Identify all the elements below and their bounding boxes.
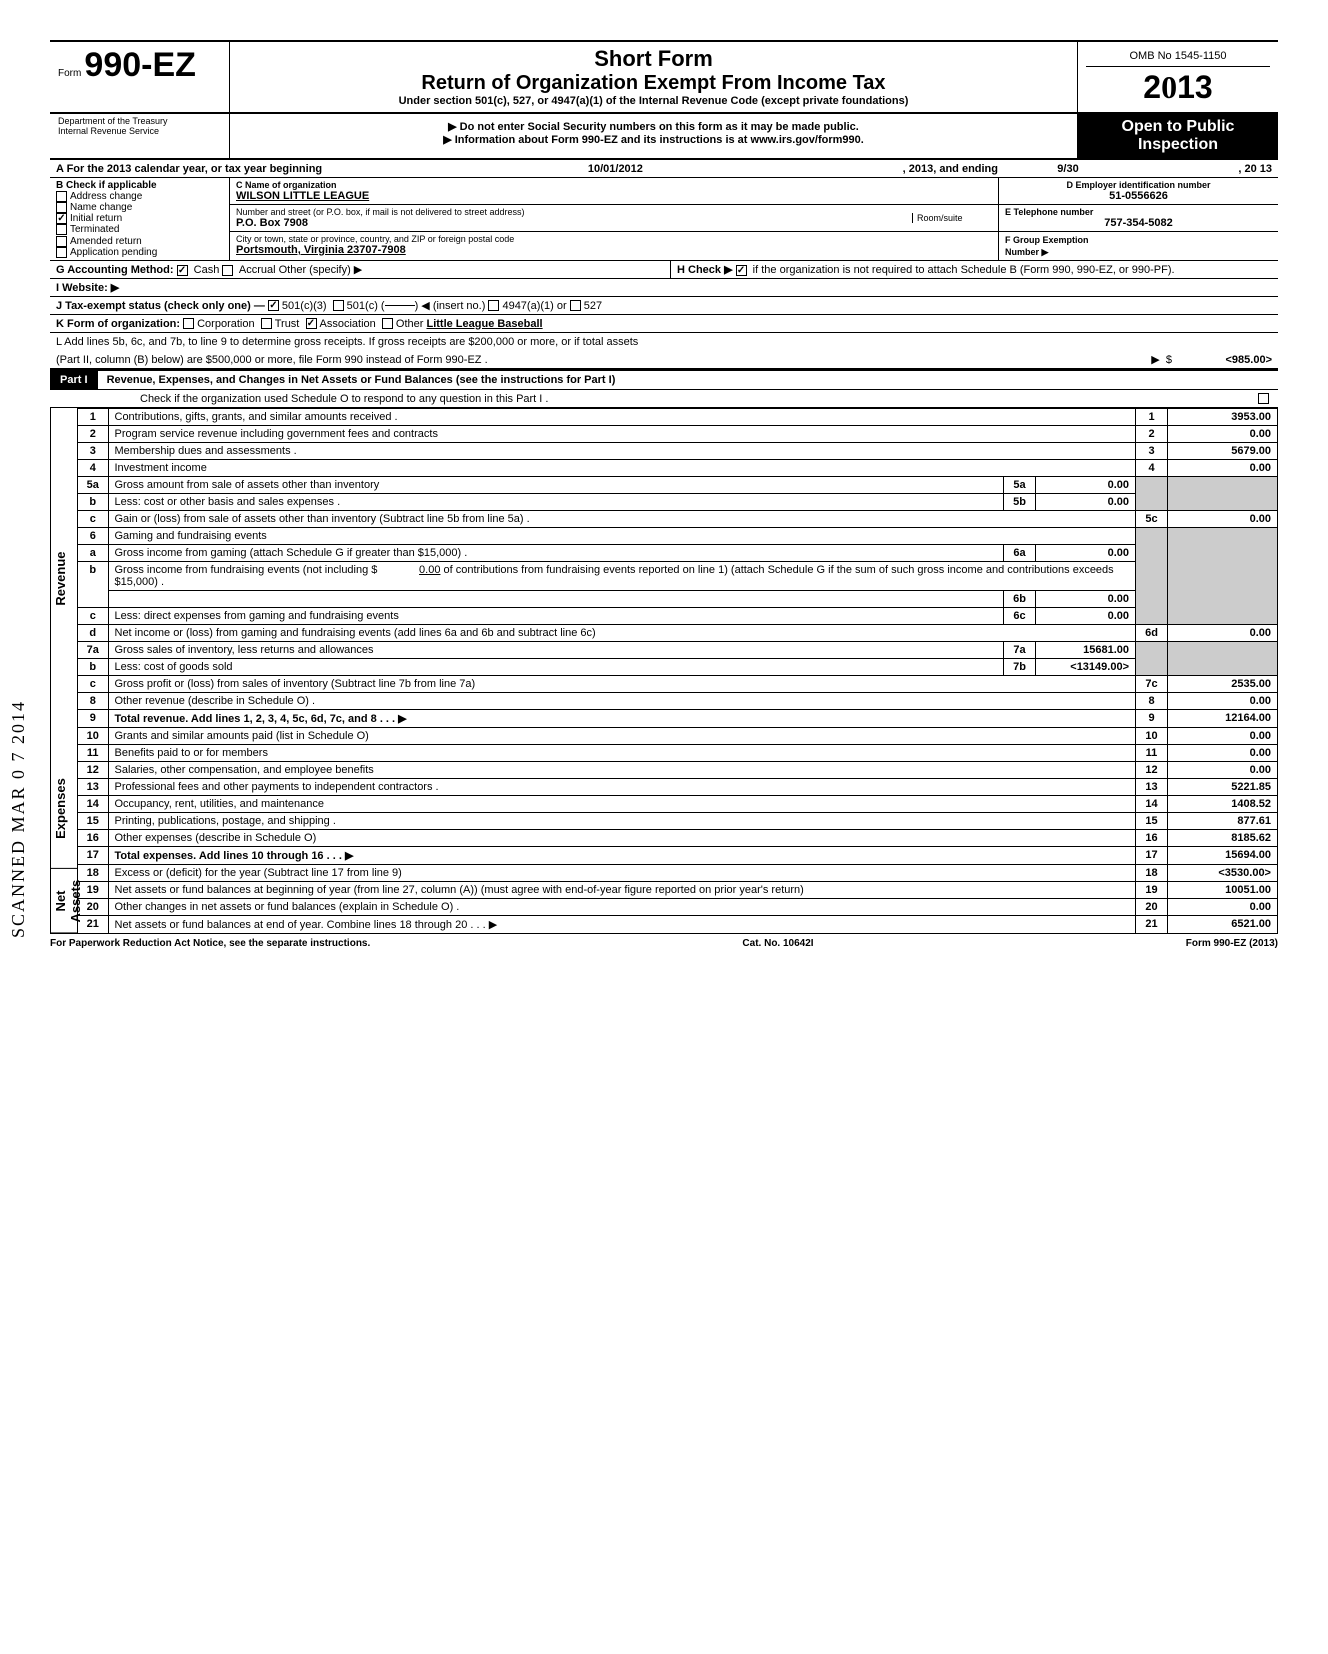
short-form-label: Short Form	[238, 46, 1069, 72]
k-label: K Form of organization:	[56, 318, 180, 330]
city-label: City or town, state or province, country…	[236, 234, 992, 244]
schedule-o-check: Check if the organization used Schedule …	[140, 393, 548, 405]
paperwork-notice: For Paperwork Reduction Act Notice, see …	[50, 938, 370, 949]
tax-year: 2013	[1086, 67, 1270, 108]
c-label: C Name of organization	[236, 180, 992, 190]
open-public: Open to PublicInspection	[1078, 114, 1278, 158]
city: Portsmouth, Virginia 23707-7908	[236, 244, 992, 256]
ssn-warning: Do not enter Social Security numbers on …	[236, 120, 1071, 133]
check-other[interactable]	[382, 318, 393, 329]
part1-label: Part I	[50, 371, 98, 389]
check-amended[interactable]	[56, 236, 67, 247]
k-other-val: Little League Baseball	[426, 318, 542, 330]
room-label: Room/suite	[912, 213, 992, 223]
dept-irs: Internal Revenue Service	[58, 126, 221, 136]
f-label: F Group Exemption	[1005, 235, 1089, 245]
netassets-label: Net Assets	[51, 869, 77, 933]
part1-header: Part I Revenue, Expenses, and Changes in…	[50, 369, 1278, 390]
info-link: Information about Form 990-EZ and its in…	[236, 133, 1071, 146]
org-name: WILSON LITTLE LEAGUE	[236, 190, 992, 202]
street: P.O. Box 7908	[236, 217, 912, 229]
check-501c[interactable]	[333, 300, 344, 311]
i-label: I Website: ▶	[50, 279, 125, 296]
a-mid: , 2013, and ending	[903, 163, 998, 175]
main-title: Return of Organization Exempt From Incom…	[238, 72, 1069, 95]
street-label: Number and street (or P.O. box, if mail …	[236, 207, 912, 217]
check-assoc[interactable]	[306, 318, 317, 329]
a-label: A For the 2013 calendar year, or tax yea…	[50, 161, 328, 177]
end-year: , 20 13	[1138, 163, 1278, 175]
check-schedule-o[interactable]	[1258, 393, 1269, 404]
b-label: B Check if applicable	[56, 180, 223, 191]
check-527[interactable]	[570, 300, 581, 311]
footer: For Paperwork Reduction Act Notice, see …	[50, 934, 1278, 949]
dept-row: Department of the Treasury Internal Reve…	[50, 114, 1278, 160]
check-501c3[interactable]	[268, 300, 279, 311]
check-initial[interactable]	[56, 213, 67, 224]
check-cash[interactable]	[177, 265, 188, 276]
begin-date: 10/01/2012	[328, 163, 903, 175]
dept-treasury: Department of the Treasury	[58, 116, 221, 126]
end-month: 9/30	[998, 163, 1138, 175]
check-name[interactable]	[56, 202, 67, 213]
form-ref: Form 990-EZ (2013)	[1186, 938, 1278, 949]
ein: 51-0556626	[1109, 190, 1168, 202]
d-label: D Employer identification number	[1066, 180, 1210, 190]
h-label: H Check ▶	[677, 264, 733, 276]
check-terminated[interactable]	[56, 224, 67, 235]
check-4947[interactable]	[488, 300, 499, 311]
form-prefix: Form	[58, 68, 81, 79]
scanned-stamp: SCANNED MAR 0 7 2014	[8, 700, 29, 938]
j-label: J Tax-exempt status (check only one) —	[56, 300, 265, 312]
part1-title: Revenue, Expenses, and Changes in Net As…	[101, 371, 622, 389]
e-label: E Telephone number	[1001, 207, 1093, 217]
subtitle: Under section 501(c), 527, or 4947(a)(1)…	[238, 95, 1069, 107]
check-trust[interactable]	[261, 318, 272, 329]
cat-no: Cat. No. 10642I	[742, 938, 813, 949]
check-corp[interactable]	[183, 318, 194, 329]
revenue-label: Revenue	[51, 408, 77, 749]
omb-number: OMB No 1545-1150	[1086, 46, 1270, 67]
check-h[interactable]	[736, 265, 747, 276]
expenses-label: Expenses	[51, 749, 77, 869]
form-number: 990-EZ	[84, 46, 196, 84]
check-pending[interactable]	[56, 247, 67, 258]
lines-table: 1Contributions, gifts, grants, and simil…	[78, 408, 1278, 934]
row-a: A For the 2013 calendar year, or tax yea…	[50, 160, 1278, 178]
check-address[interactable]	[56, 191, 67, 202]
f-label2: Number ▶	[1005, 247, 1048, 257]
form-header: Form 990-EZ Short Form Return of Organiz…	[50, 40, 1278, 114]
l-amount: <985.00>	[1172, 354, 1272, 366]
l-text1: L Add lines 5b, 6c, and 7b, to line 9 to…	[56, 336, 638, 348]
l-text2: (Part II, column (B) below) are $500,000…	[56, 354, 488, 366]
h-text: if the organization is not required to a…	[753, 264, 1175, 276]
check-accrual[interactable]	[222, 265, 233, 276]
phone: 757-354-5082	[1104, 217, 1173, 229]
g-label: G Accounting Method:	[56, 264, 174, 276]
col-b: B Check if applicable Address change Nam…	[50, 178, 230, 260]
